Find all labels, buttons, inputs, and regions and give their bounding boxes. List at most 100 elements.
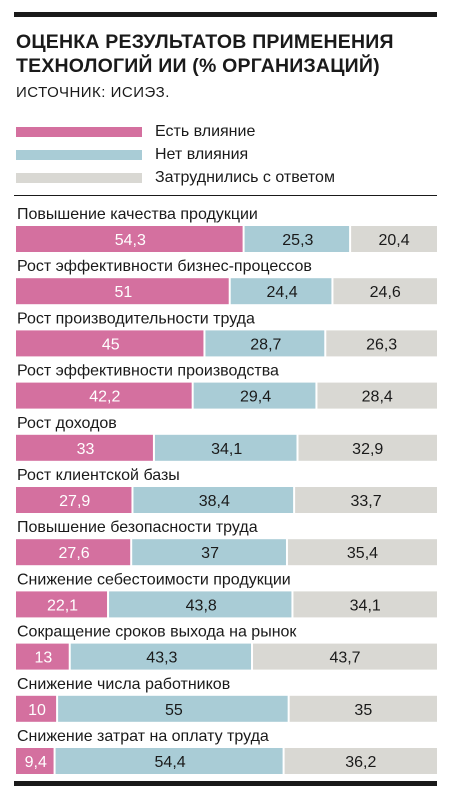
category-label: Рост эффективности производства bbox=[17, 363, 279, 380]
value-label-undecided: 43,7 bbox=[329, 650, 360, 667]
value-label-undecided: 26,3 bbox=[366, 336, 397, 353]
bar-segment-no-effect bbox=[133, 487, 294, 513]
bar-row: Рост производительности труда 45 28,7 26,3 bbox=[16, 310, 437, 357]
bar-segment-undecided bbox=[326, 330, 437, 357]
bar-segment-no-effect bbox=[154, 434, 297, 461]
value-label-no-effect: 43,8 bbox=[186, 597, 217, 614]
bar-row: Снижение себестоимости продукции 22,1 43,8… bbox=[16, 571, 437, 618]
bar-segment-no-effect bbox=[58, 695, 288, 722]
chart-title: ОЦЕНКА РЕЗУЛЬТАТОВ ПРИМЕНЕНИЯ ТЕХНОЛОГИЙ… bbox=[16, 31, 394, 77]
value-label-effect: 9,4 bbox=[25, 754, 47, 771]
legend-item-no-effect: Нет влияния bbox=[16, 144, 436, 167]
legend-swatch-effect bbox=[16, 127, 142, 137]
bar-segment-effect bbox=[16, 539, 131, 566]
bar-segment-undecided bbox=[333, 278, 437, 305]
bar-segment-no-effect bbox=[244, 226, 350, 252]
bar-segment-undecided bbox=[287, 539, 437, 566]
value-label-undecided: 35,4 bbox=[347, 545, 378, 562]
bar-row: Повышение безопасности труда 27,6 37 35,4 bbox=[16, 519, 437, 566]
category-label: Повышение качества продукции bbox=[17, 206, 258, 223]
value-label-undecided: 33,7 bbox=[350, 493, 381, 510]
bottom-rule bbox=[14, 781, 437, 786]
bar-row: Снижение числа работников 10 55 35 bbox=[16, 676, 437, 722]
value-label-no-effect: 37 bbox=[201, 545, 219, 562]
value-label-no-effect: 24,4 bbox=[266, 284, 297, 301]
top-rule bbox=[14, 12, 437, 17]
bar-row: Снижение затрат на оплату труда 9,4 54,4 36… bbox=[16, 728, 437, 774]
value-label-no-effect: 55 bbox=[165, 702, 183, 719]
category-label: Рост эффективности бизнес-процессов bbox=[17, 258, 312, 275]
legend-swatch-undecided bbox=[16, 173, 142, 183]
value-label-effect: 22,1 bbox=[47, 597, 78, 614]
bar-segment-no-effect bbox=[132, 539, 286, 566]
bar-segment-effect bbox=[16, 748, 54, 774]
bar-segment-effect bbox=[16, 382, 192, 409]
legend-label-effect: Есть влияние bbox=[155, 123, 256, 140]
bar-row: Рост эффективности производства 42,2 29,4 2… bbox=[16, 363, 437, 409]
value-label-effect: 51 bbox=[114, 284, 132, 301]
bar-segment-undecided bbox=[284, 748, 437, 774]
legend-item-effect: Есть влияние bbox=[16, 121, 436, 144]
bar-row: Рост клиентской базы 27,9 38,4 33,7 bbox=[16, 467, 437, 513]
value-label-effect: 54,3 bbox=[115, 232, 146, 249]
bar-segment-effect bbox=[16, 487, 132, 513]
bar-segment-undecided bbox=[289, 695, 437, 722]
legend: Есть влияние Нет влияния Затруднились с … bbox=[16, 121, 436, 190]
bar-segment-no-effect bbox=[230, 278, 332, 305]
value-label-no-effect: 43,3 bbox=[146, 650, 177, 667]
value-label-no-effect: 38,4 bbox=[199, 493, 230, 510]
value-label-no-effect: 25,3 bbox=[282, 232, 313, 249]
bar-row: Рост эффективности бизнес-процессов 51 24,… bbox=[16, 258, 437, 305]
bar-segment-no-effect bbox=[205, 330, 325, 357]
bar-row: Рост доходов 33 34,1 32,9 bbox=[16, 415, 437, 461]
bar-segment-undecided bbox=[295, 487, 437, 513]
category-label: Снижение затрат на оплату труда bbox=[17, 728, 269, 745]
bar-segment-effect bbox=[16, 278, 229, 305]
value-label-effect: 27,6 bbox=[59, 545, 90, 562]
category-label: Рост доходов bbox=[17, 415, 117, 432]
value-label-undecided: 36,2 bbox=[345, 754, 376, 771]
value-label-effect: 33 bbox=[77, 441, 95, 458]
bar-segment-effect bbox=[16, 643, 69, 670]
category-label: Сокращение сроков выхода на рынок bbox=[17, 624, 297, 641]
bar-segment-undecided bbox=[293, 591, 437, 618]
value-label-undecided: 24,6 bbox=[370, 284, 401, 301]
bar-segment-effect bbox=[16, 695, 57, 722]
category-label: Рост клиентской базы bbox=[17, 467, 180, 484]
category-label: Снижение числа работников bbox=[17, 676, 230, 693]
legend-swatch-no-effect bbox=[16, 150, 142, 160]
value-label-effect: 13 bbox=[34, 650, 52, 667]
value-label-undecided: 35 bbox=[354, 702, 372, 719]
value-label-undecided: 28,4 bbox=[362, 389, 393, 406]
value-label-effect: 42,2 bbox=[89, 389, 120, 406]
bar-segment-effect bbox=[16, 591, 108, 618]
value-label-effect: 10 bbox=[28, 702, 46, 719]
bar-row: Повышение качества продукции 54,3 25,3 20,4 bbox=[16, 206, 437, 252]
value-label-effect: 45 bbox=[102, 336, 120, 353]
bar-segment-no-effect bbox=[193, 382, 316, 409]
chart-source: ИСТОЧНИК: ИСИЭЗ. bbox=[16, 84, 170, 101]
value-label-effect: 27,9 bbox=[59, 493, 90, 510]
bar-segment-effect bbox=[16, 330, 204, 357]
legend-label-no-effect: Нет влияния bbox=[155, 146, 249, 163]
bar-segment-no-effect bbox=[55, 748, 283, 774]
legend-label-undecided: Затруднились с ответом bbox=[155, 169, 335, 186]
bar-segment-undecided bbox=[298, 434, 437, 461]
bar-segment-undecided bbox=[253, 643, 437, 670]
category-label: Повышение безопасности труда bbox=[17, 519, 258, 536]
bar-segment-no-effect bbox=[70, 643, 252, 670]
value-label-undecided: 34,1 bbox=[350, 597, 381, 614]
value-label-no-effect: 34,1 bbox=[211, 441, 242, 458]
value-label-undecided: 32,9 bbox=[352, 441, 383, 458]
legend-item-undecided: Затруднились с ответом bbox=[16, 167, 436, 190]
value-label-no-effect: 29,4 bbox=[240, 389, 271, 406]
bar-row: Сокращение сроков выхода на рынок 13 43,3 4… bbox=[16, 624, 437, 670]
value-label-no-effect: 54,4 bbox=[155, 754, 186, 771]
bar-segment-effect bbox=[16, 434, 153, 461]
category-label: Снижение себестоимости продукции bbox=[17, 571, 291, 588]
bar-segment-undecided bbox=[351, 226, 437, 252]
bar-segment-undecided bbox=[317, 382, 437, 409]
bar-segment-effect bbox=[16, 226, 243, 252]
legend-separator bbox=[14, 195, 437, 196]
